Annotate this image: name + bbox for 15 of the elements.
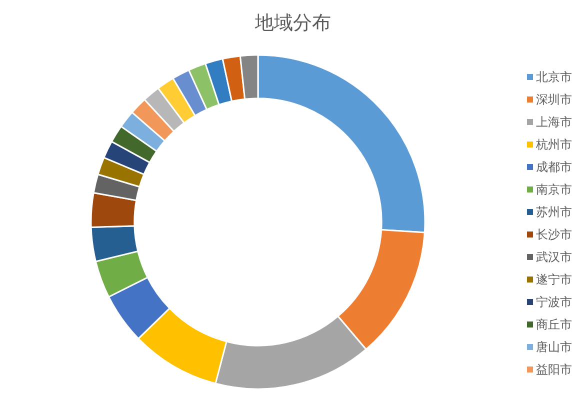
legend-label: 宁波市: [536, 295, 572, 310]
legend-label: 杭州市: [535, 138, 572, 152]
legend-label: 南京市: [536, 182, 572, 197]
legend-label: 上海市: [536, 115, 572, 130]
chart-title: 地域分布: [254, 12, 331, 34]
legend-label: 唐山市: [536, 340, 572, 354]
legend-label: 长沙市: [536, 228, 572, 242]
legend-label: 成都市: [536, 160, 572, 174]
legend-label: 商丘市: [536, 318, 572, 332]
legend-label: 益阳市: [536, 362, 572, 377]
legend-label: 北京市: [536, 70, 572, 84]
legend-label: 遂宁市: [536, 272, 572, 287]
legend-label: 苏州市: [536, 205, 572, 220]
legend-label: 武汉市: [536, 250, 572, 264]
legend-label: 深圳市: [536, 92, 572, 107]
